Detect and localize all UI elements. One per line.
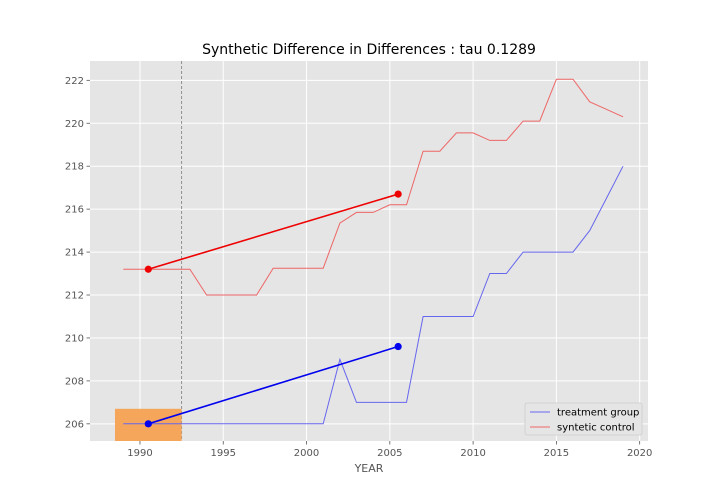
y-tick-label: 222 <box>65 76 84 87</box>
x-tick-label: 1995 <box>211 448 236 459</box>
series-line-1 <box>123 78 624 296</box>
y-tick-label: 212 <box>65 291 84 302</box>
series-layer <box>123 78 624 425</box>
legend-label: syntetic control <box>557 423 635 434</box>
y-tick-label: 208 <box>65 376 84 387</box>
y-tick-label: 218 <box>65 162 84 173</box>
effect-segment-control <box>148 193 399 271</box>
x-tick-label: 2000 <box>294 448 319 459</box>
y-tick-label: 206 <box>65 419 84 430</box>
effect-point-control <box>394 190 402 198</box>
x-tick-label: 1990 <box>127 448 152 459</box>
effect-segment-treatment <box>148 345 399 425</box>
effect-point-control <box>144 265 152 273</box>
legend-box <box>524 402 643 436</box>
legend: treatment group syntetic control <box>524 402 643 436</box>
x-tick-label: 2010 <box>460 448 485 459</box>
legend-label: treatment group <box>557 408 639 419</box>
effect-segment-layer <box>144 190 402 428</box>
y-tick-label: 210 <box>65 333 84 344</box>
grid-layer <box>90 61 648 441</box>
x-tick-label: 2005 <box>377 448 402 459</box>
series-line-0 <box>123 165 624 425</box>
tick-layer: 1990 1995 2000 2005 2010 2015 2020 206 208 210 212… <box>65 76 652 459</box>
plot-area <box>90 61 648 441</box>
x-tick-label: 2020 <box>627 448 652 459</box>
y-tick-label: 214 <box>65 248 84 259</box>
y-tick-label: 220 <box>65 119 84 130</box>
effect-point-treatment <box>144 420 152 428</box>
x-tick-label: 2015 <box>544 448 569 459</box>
effect-point-treatment <box>394 342 402 351</box>
y-tick-label: 216 <box>65 205 84 216</box>
chart-title: Synthetic Difference in Differences : ta… <box>202 42 536 58</box>
x-axis-label: YEAR <box>354 462 384 475</box>
